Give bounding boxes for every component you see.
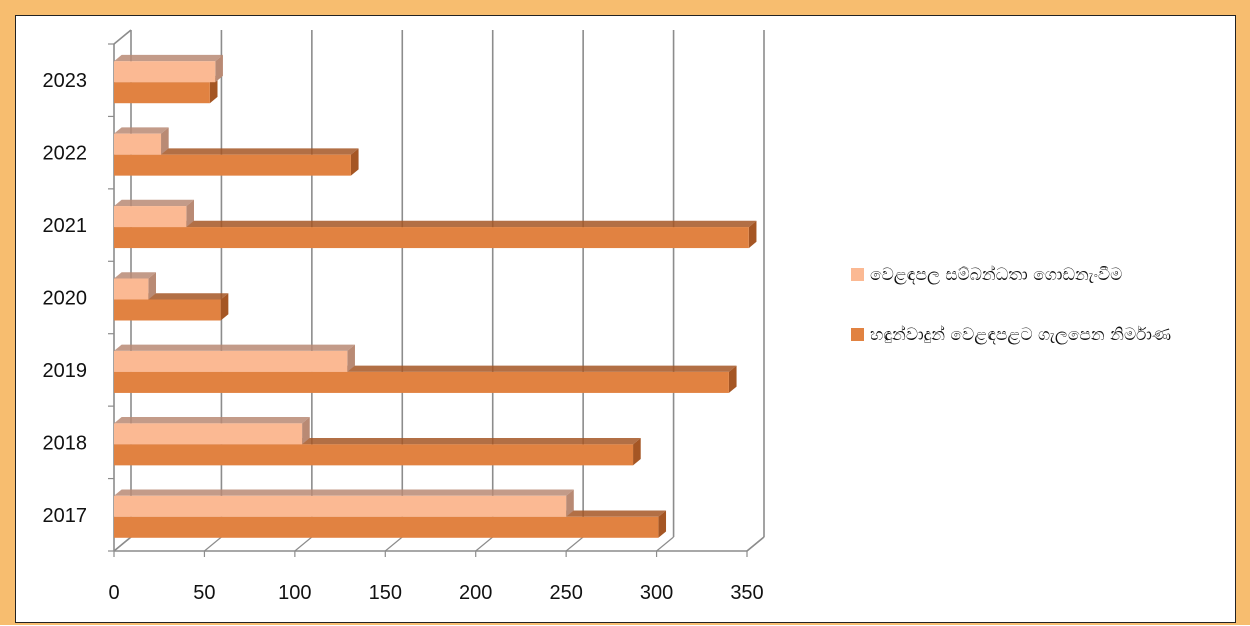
x-tick-label: 300	[640, 582, 673, 604]
bar-top-face	[114, 54, 223, 62]
x-tick-label: 200	[459, 582, 492, 604]
bar-side-face	[215, 54, 223, 83]
bar-side-face	[728, 365, 737, 393]
bar	[114, 133, 162, 155]
legend-item-series-2: හඳුන්වාදුන් වෙළඳපළට ගැලපෙන නිර්මාණ	[851, 322, 1241, 348]
bar-side-face	[302, 417, 310, 445]
bar-side-face	[148, 272, 157, 300]
floor-gridline	[565, 536, 584, 552]
bar-top-face	[114, 417, 310, 424]
bar-side-face	[748, 220, 757, 249]
legend-swatch-series-1	[851, 268, 864, 281]
bar-side-face	[161, 127, 169, 155]
y-tick-label: 2019	[43, 360, 88, 382]
bar-side-face	[633, 438, 641, 466]
bar	[114, 423, 303, 445]
bar-top-face	[114, 489, 574, 496]
bar-side-face	[220, 293, 229, 321]
bar	[114, 495, 567, 517]
bar-top-face	[114, 272, 157, 279]
floor-gridline	[384, 536, 403, 552]
floor-gridline	[294, 536, 313, 552]
bar	[114, 278, 149, 300]
x-tick-label: 350	[730, 582, 763, 604]
bar	[114, 299, 221, 321]
y-tick-label: 2021	[43, 215, 88, 237]
x-tick-label: 0	[108, 582, 119, 604]
bar	[114, 444, 634, 466]
floor-gridline	[656, 536, 674, 552]
floor-gridline	[113, 536, 132, 552]
y-tick-label: 2022	[43, 143, 88, 165]
chart-panel: 0 50 100 150 200 250 300 350 2017 2018 2019 2020 202…	[15, 15, 1236, 623]
legend-label-series-1: වෙළඳපල සම්බන්ධතා ගොඩනැංවීම	[870, 265, 1123, 285]
legend-label-series-2: හඳුන්වාදුන් වෙළඳපළට ගැලපෙන නිර්මාණ	[870, 325, 1172, 345]
bar	[114, 61, 216, 83]
bar-side-face	[658, 510, 667, 538]
bar-side-face	[347, 344, 355, 372]
y-tick-label: 2018	[43, 432, 88, 454]
y-tick-label: 2020	[43, 288, 88, 310]
bar-side-face	[209, 75, 218, 104]
y-tick-label: 2023	[43, 70, 88, 92]
x-tick-label: 150	[369, 582, 402, 604]
x-tick-label: 50	[193, 582, 215, 604]
floor-gridline	[204, 536, 222, 552]
x-tick-label: 100	[278, 582, 311, 604]
bar	[114, 206, 187, 228]
x-tick-label: 250	[549, 582, 582, 604]
y-tick-label: 2017	[43, 505, 88, 527]
bar	[114, 227, 749, 249]
bar-top-face	[114, 199, 194, 207]
bar	[114, 82, 210, 104]
bar	[114, 516, 659, 538]
legend-swatch-series-2	[851, 328, 864, 341]
bar-top-face	[114, 220, 757, 228]
floor-gridline	[746, 536, 765, 552]
bar-top-face	[114, 127, 169, 134]
bar	[114, 350, 348, 372]
bar	[114, 371, 729, 393]
bar-top-face	[114, 148, 359, 155]
axis-depth-top-left	[113, 29, 132, 45]
chart-legend: වෙළඳපල සම්බන්ධතා ගොඩනැංවීම හඳුන්වාදුන් ව…	[851, 262, 1241, 382]
bar-side-face	[186, 199, 194, 228]
bar-side-face	[350, 148, 359, 176]
legend-item-series-1: වෙළඳපල සම්බන්ධතා ගොඩනැංවීම	[851, 262, 1241, 288]
bar-chart: 0 50 100 150 200 250 300 350 2017 2018 2019 2020 202…	[43, 29, 765, 604]
bar-top-face	[114, 344, 355, 351]
bar	[114, 154, 351, 176]
floor-gridline	[475, 536, 494, 552]
bar-side-face	[566, 489, 574, 517]
